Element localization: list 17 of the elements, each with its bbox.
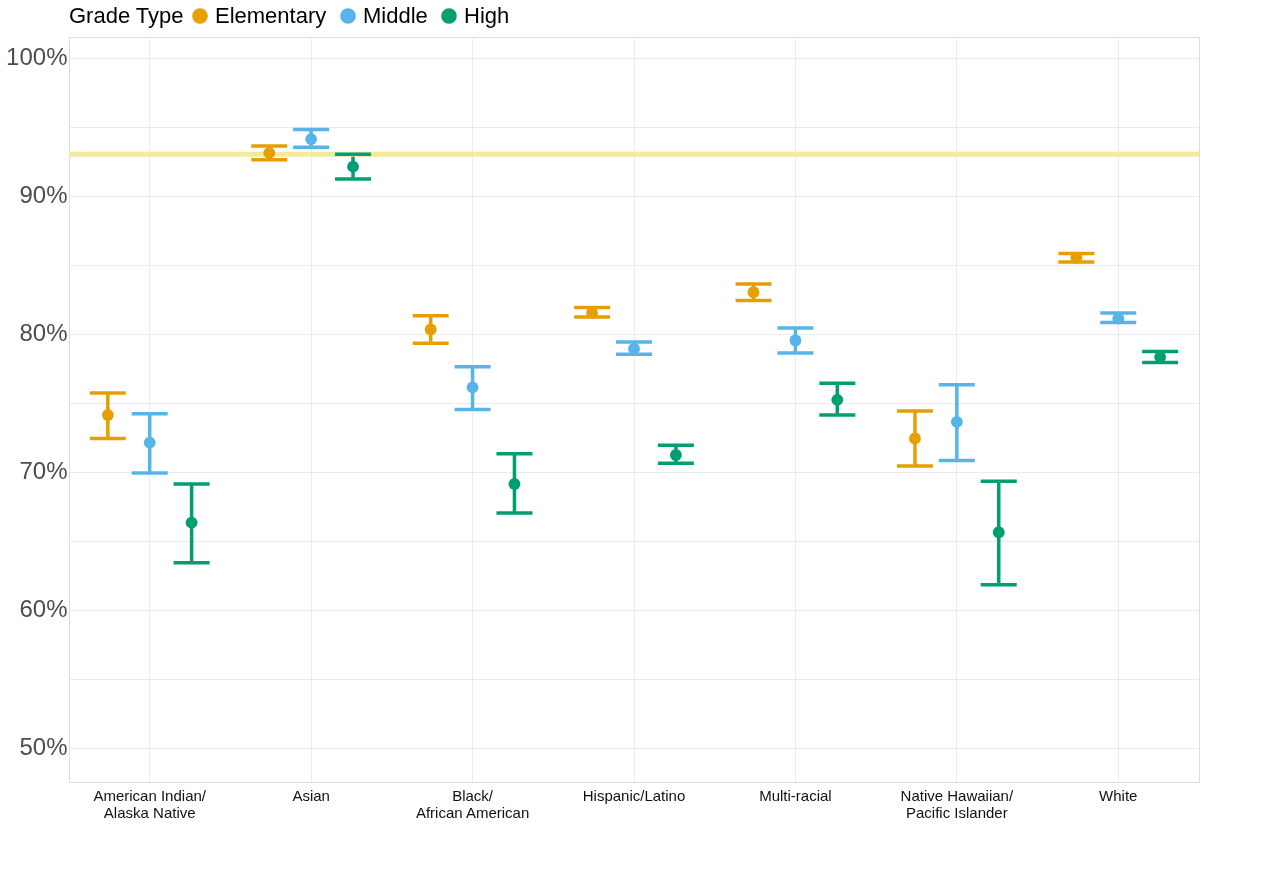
legend-title: Grade Type (69, 3, 184, 28)
legend-label: High (464, 3, 510, 28)
x-tick-label: Black/ African American (415, 786, 530, 821)
x-tick-label: Multi-racial (759, 786, 832, 804)
x-tick-label: Hispanic/Latino (582, 786, 686, 804)
x-tick-label: American Indian/ Alaska Native (93, 786, 207, 821)
legend-label: Middle (363, 3, 428, 28)
legend-label: Elementary (215, 3, 327, 28)
x-tick-label: Native Hawaiian/ Pacific Islander (900, 786, 1014, 821)
y-tick-label: 90% (19, 181, 68, 209)
x-tick-label: White (1099, 786, 1138, 804)
y-tick-label: 100% (6, 43, 68, 71)
y-tick-label: 60% (19, 595, 68, 623)
y-tick-label: 70% (19, 457, 68, 485)
y-tick-label: 50% (19, 733, 68, 761)
y-tick-label: 80% (19, 319, 68, 347)
x-tick-label: Asian (292, 786, 330, 804)
